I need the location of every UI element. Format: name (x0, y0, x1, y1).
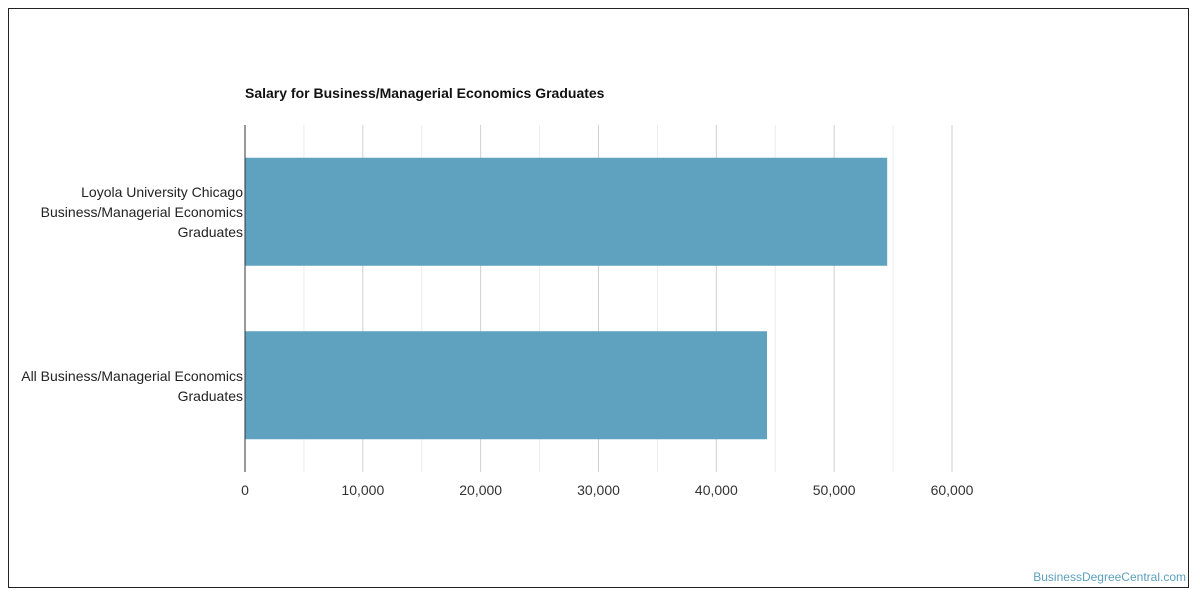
x-tick-label: 30,000 (577, 482, 620, 498)
bar-1 (245, 157, 888, 266)
x-tick-label: 20,000 (459, 482, 502, 498)
x-tick-label: 10,000 (341, 482, 384, 498)
x-tick-label: 50,000 (813, 482, 856, 498)
x-tick-label: 40,000 (695, 482, 738, 498)
category-label-loyola: Loyola University Chicago Business/Manag… (40, 184, 243, 240)
category-label-all: All Business/Managerial Economics Gradua… (21, 368, 243, 404)
chart-title: Salary for Business/Managerial Economics… (245, 85, 605, 101)
bar-2 (245, 331, 768, 440)
source-credit[interactable]: BusinessDegreeCentral.com (1033, 570, 1186, 584)
x-tick-label: 60,000 (931, 482, 974, 498)
x-tick-label: 0 (241, 482, 249, 498)
